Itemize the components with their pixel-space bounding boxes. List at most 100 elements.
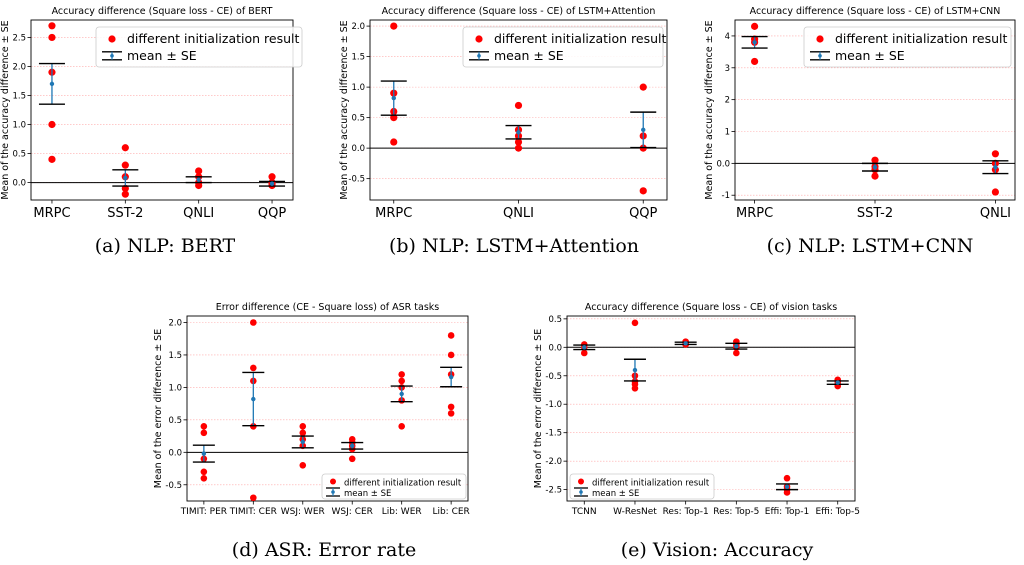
x-tick-label: QNLI — [183, 206, 214, 221]
data-point — [639, 187, 647, 195]
y-tick-label: 2.0 — [12, 62, 26, 72]
legend-mean-swatch — [579, 490, 583, 494]
mean-marker — [683, 341, 688, 346]
mean-marker — [399, 391, 404, 397]
y-tick-label: 1 — [725, 128, 730, 138]
legend-label-points: different initialization result — [127, 31, 300, 46]
y-tick-label: -0.5 — [348, 175, 365, 185]
data-point — [121, 144, 129, 152]
data-point — [195, 167, 203, 175]
legend-box — [803, 26, 1012, 68]
mean-marker — [448, 374, 454, 380]
y-axis-label: Mean of the error difference ± SE — [153, 329, 164, 488]
mean-marker — [641, 127, 646, 133]
mean-marker — [391, 95, 396, 101]
data-point — [580, 349, 588, 357]
x-tick-label: TIMIT: CER — [229, 507, 277, 517]
x-tick-label: Effi: Top-1 — [765, 507, 809, 517]
y-tick-label: -0.5 — [165, 481, 182, 491]
legend-box — [569, 473, 715, 500]
mean-marker — [993, 164, 998, 170]
x-tick-label: Res: Top-5 — [713, 507, 759, 517]
data-point — [48, 22, 56, 30]
legend: different initialization result mean ± SE — [462, 26, 667, 68]
x-tick-label: Res: Top-1 — [663, 507, 709, 517]
data-point — [631, 384, 639, 392]
legend-label-mean: mean ± SE — [494, 48, 564, 63]
mean-marker — [872, 164, 878, 170]
y-axis-label: Mean of the error difference ± SE — [533, 329, 544, 488]
y-tick-label: 1.5 — [168, 351, 182, 361]
panel-caption: (c) NLP: LSTM+CNN — [767, 235, 974, 257]
chart-panel-c: -1 0.0 1 2 3 4 MRPC SST-2 QNLI Accuracy differenc… — [704, 6, 1016, 257]
legend-label-points: different initialization result — [494, 31, 667, 46]
data-point — [299, 423, 307, 430]
y-tick-label: -1.5 — [545, 429, 562, 439]
x-tick-label: Lib: CER — [432, 507, 469, 517]
y-tick-label: 1.0 — [12, 121, 26, 131]
mean-marker — [784, 484, 790, 489]
mean-marker — [269, 181, 275, 186]
data-point — [390, 22, 398, 30]
y-tick-label: -0.5 — [545, 372, 562, 382]
mean-marker — [251, 396, 256, 402]
y-tick-label: 1.5 — [12, 91, 26, 101]
data-point — [48, 33, 56, 42]
data-point — [398, 423, 405, 430]
legend-box — [321, 473, 467, 500]
x-tick-label: Effi: Top-5 — [815, 507, 859, 517]
x-tick-label: QNLI — [503, 206, 534, 221]
y-tick-label: 1.5 — [351, 53, 365, 63]
data-point — [268, 173, 276, 181]
panel-title: Accuracy difference (Square loss - CE) o… — [750, 6, 1001, 17]
x-tick-label: QQP — [629, 206, 657, 221]
data-point — [631, 319, 639, 327]
panel-title: Accuracy difference (Square loss - CE) o… — [382, 6, 656, 17]
legend-label-mean: mean ± SE — [344, 489, 391, 499]
data-point — [121, 190, 129, 198]
x-tick-label: TCNN — [571, 507, 597, 517]
data-point — [348, 455, 356, 463]
x-tick-label: QQP — [258, 206, 286, 221]
legend-mean-swatch — [110, 54, 114, 58]
data-point — [639, 83, 647, 91]
y-axis-label: Mean of the accuracy difference ± SE — [704, 20, 715, 199]
y-tick-label: 4 — [725, 32, 730, 42]
panel-title: Error difference (CE - Square loss) of A… — [216, 302, 440, 313]
chart-panel-b: -0.5 0.0 0.5 1.0 1.5 2.0 MRPC QNLI QQP Accuracy d… — [339, 6, 668, 257]
y-tick-label: 0.0 — [548, 343, 562, 353]
y-axis-label: Mean of the accuracy difference ± SE — [339, 20, 350, 199]
data-point — [250, 364, 257, 372]
mean-marker — [516, 130, 521, 135]
mean-marker — [350, 443, 355, 449]
plot-frame — [30, 19, 294, 201]
data-point — [121, 161, 129, 169]
y-tick-label: 0.5 — [351, 114, 365, 124]
x-tick-label: WSJ: WER — [281, 507, 325, 517]
legend: different initialization result mean ± SE — [803, 26, 1012, 68]
mean-marker — [201, 451, 207, 456]
data-point — [250, 319, 257, 326]
data-point — [200, 474, 208, 482]
panel-caption: (e) Vision: Accuracy — [621, 539, 814, 561]
y-tick-label: 0.0 — [168, 448, 182, 458]
chart-panel-e: 0.5 0.0 -0.5 -1.0 -1.5 -2.0 -2.5 TCNN W-ResNet Re… — [533, 302, 860, 561]
mean-marker — [49, 81, 55, 87]
y-tick-label: 0.5 — [12, 150, 26, 160]
data-point — [200, 423, 208, 430]
mean-marker — [300, 439, 305, 445]
data-point — [447, 332, 455, 339]
data-point — [48, 120, 56, 129]
y-tick-label: 3 — [725, 64, 730, 74]
data-point — [783, 489, 791, 496]
data-point — [783, 474, 791, 482]
y-tick-label: 0.0 — [12, 179, 26, 189]
data-point — [871, 156, 879, 164]
panel-title: Accuracy difference (Square loss - CE) o… — [52, 6, 273, 17]
x-tick-label: SST-2 — [857, 206, 893, 221]
data-point — [195, 181, 203, 190]
data-point — [398, 377, 405, 385]
data-point — [751, 57, 759, 66]
legend-label-points: different initialization result — [835, 31, 1008, 46]
